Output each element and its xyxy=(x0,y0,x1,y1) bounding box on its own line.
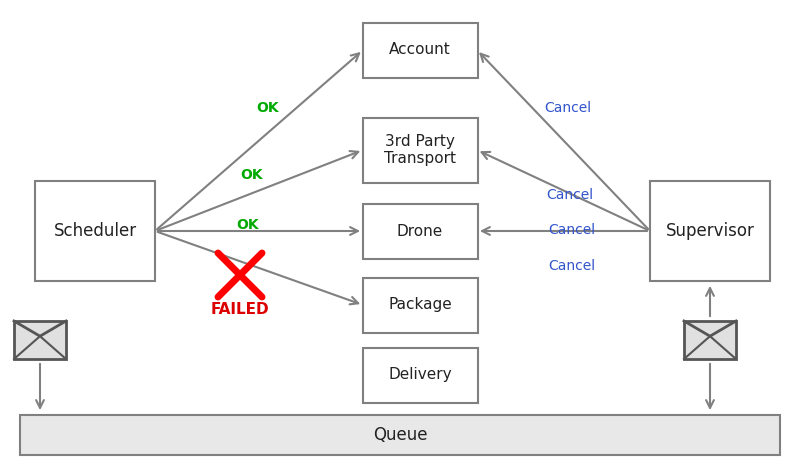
FancyBboxPatch shape xyxy=(35,181,155,281)
Text: Cancel: Cancel xyxy=(549,223,595,237)
Text: Delivery: Delivery xyxy=(388,367,452,383)
FancyBboxPatch shape xyxy=(20,415,780,455)
Text: Queue: Queue xyxy=(373,426,427,444)
Text: Drone: Drone xyxy=(397,224,443,238)
FancyBboxPatch shape xyxy=(362,117,478,182)
FancyBboxPatch shape xyxy=(684,321,736,359)
Text: Cancel: Cancel xyxy=(546,188,594,202)
FancyBboxPatch shape xyxy=(14,321,66,359)
Text: 3rd Party
Transport: 3rd Party Transport xyxy=(384,134,456,166)
FancyBboxPatch shape xyxy=(362,278,478,333)
Text: Cancel: Cancel xyxy=(545,101,591,115)
Text: FAILED: FAILED xyxy=(210,303,270,317)
Text: Supervisor: Supervisor xyxy=(666,222,754,240)
Text: Scheduler: Scheduler xyxy=(54,222,137,240)
FancyBboxPatch shape xyxy=(362,347,478,402)
FancyBboxPatch shape xyxy=(362,23,478,78)
Text: OK: OK xyxy=(237,218,259,232)
Text: OK: OK xyxy=(257,101,279,115)
FancyBboxPatch shape xyxy=(362,203,478,259)
Text: OK: OK xyxy=(241,168,263,182)
Text: Cancel: Cancel xyxy=(549,259,595,273)
Text: Account: Account xyxy=(389,43,451,57)
Text: Package: Package xyxy=(388,298,452,312)
FancyBboxPatch shape xyxy=(650,181,770,281)
